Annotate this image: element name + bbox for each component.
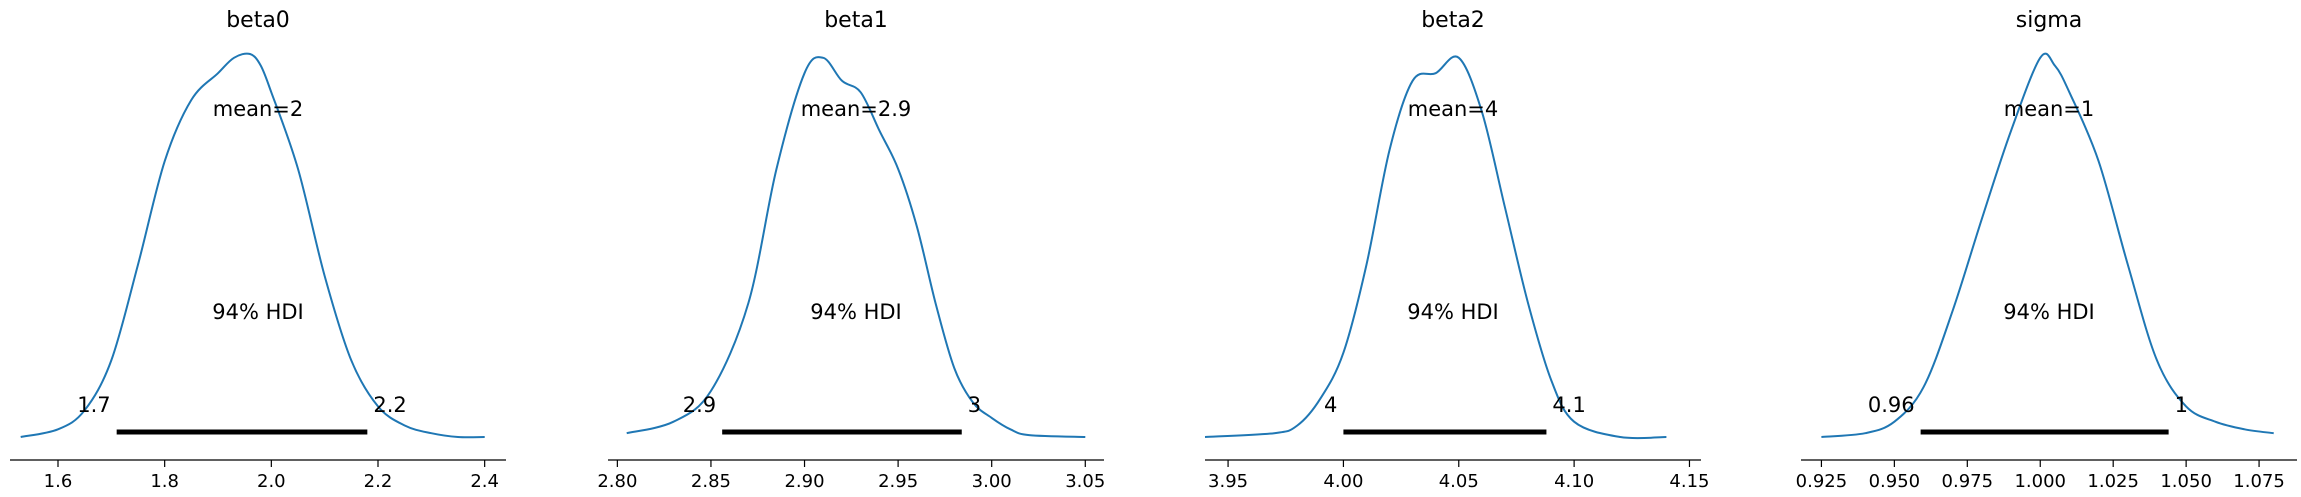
panel-title: sigma [2016,8,2082,33]
x-tick-label: 1.8 [150,471,179,492]
density-curve [1821,52,2274,438]
hdi-high-label: 3 [968,393,981,417]
hdi-low-label: 4 [1324,393,1337,417]
density-curve [20,52,485,439]
x-tick-label: 2.80 [597,471,637,492]
x-tick-label: 3.05 [1065,471,1105,492]
x-tick-label: 1.050 [2160,471,2212,492]
x-tick-label: 2.85 [691,471,731,492]
x-tick-label: 4.15 [1669,471,1709,492]
density-curve [1204,55,1667,440]
panel-title: beta0 [226,8,290,33]
posterior-panel-beta2: beta2 mean=4 94% HDI 4 4.1 3.95 4.00 4.05 4.10 4.… [1204,8,1710,492]
panel-title: beta1 [824,8,888,33]
hdi-low-label: 1.7 [77,393,110,417]
hdi-label: 94% HDI [810,300,902,324]
x-tick-label: 1.6 [44,471,73,492]
mean-label: mean=4 [1408,97,1499,121]
hdi-low-label: 2.9 [683,393,716,417]
x-tick-label: 2.0 [257,471,286,492]
x-tick-label: 0.975 [1942,471,1994,492]
hdi-label: 94% HDI [1407,300,1499,324]
mean-label: mean=2.9 [801,97,912,121]
hdi-high-label: 4.1 [1552,393,1585,417]
density-curve [626,56,1086,438]
posterior-panel-beta1: beta1 mean=2.9 94% HDI 2.9 3 2.80 2.85 2.90 2.95… [597,8,1105,492]
x-tick-label: 2.95 [878,471,918,492]
x-tick-label: 4.00 [1323,471,1363,492]
x-tick-label: 3.95 [1208,471,1248,492]
x-tick-label: 2.90 [784,471,824,492]
hdi-label: 94% HDI [2003,300,2095,324]
x-tick-label: 1.000 [2014,471,2066,492]
x-tick-label: 0.925 [1796,471,1848,492]
x-tick-label: 4.10 [1554,471,1594,492]
x-tick-label: 1.025 [2087,471,2139,492]
hdi-high-label: 1 [2175,393,2188,417]
mean-label: mean=2 [213,97,304,121]
posterior-panel-sigma: sigma mean=1 94% HDI 0.96 1 0.925 0.950 0.975 1.… [1796,8,2297,492]
x-tick-label: 2.4 [470,471,499,492]
hdi-high-label: 2.2 [373,393,406,417]
hdi-label: 94% HDI [212,300,304,324]
panel-title: beta2 [1421,8,1485,33]
x-tick-label: 0.950 [1869,471,1921,492]
mean-label: mean=1 [2004,97,2095,121]
x-tick-label: 4.05 [1439,471,1479,492]
x-tick-label: 1.075 [2233,471,2285,492]
x-tick-label: 2.2 [364,471,393,492]
hdi-low-label: 0.96 [1868,393,1915,417]
posterior-panel-beta0: beta0 mean=2 94% HDI 1.7 2.2 1.6 1.8 2.0 2.2 2.4 [10,8,506,492]
x-tick-label: 3.00 [972,471,1012,492]
